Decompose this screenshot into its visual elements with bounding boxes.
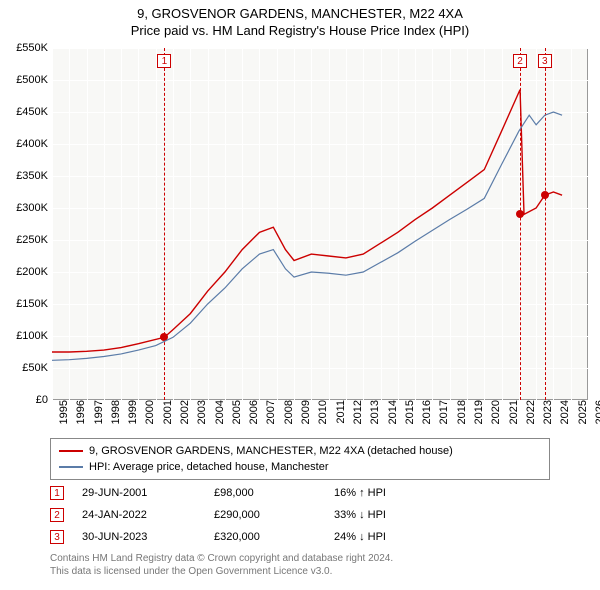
chart-area: £0£50K£100K£150K£200K£250K£300K£350K£400… [52,48,588,400]
x-axis-label: 2004 [212,400,226,424]
x-axis-label: 2019 [471,400,485,424]
legend: 9, GROSVENOR GARDENS, MANCHESTER, M22 4X… [50,438,550,480]
x-axis-label: 2006 [246,400,260,424]
sales-price: £290,000 [214,509,334,521]
x-axis-label: 1997 [91,400,105,424]
x-axis-label: 2002 [177,400,191,424]
sales-date: 24-JAN-2022 [64,509,214,521]
x-axis-label: 2005 [229,400,243,424]
x-axis-label: 2023 [540,400,554,424]
y-axis-label: £350K [16,170,52,182]
sales-date: 29-JUN-2001 [64,487,214,499]
sales-delta: 16% ↑ HPI [334,487,454,499]
y-axis-label: £550K [16,42,52,54]
sales-row: 330-JUN-2023£320,00024% ↓ HPI [50,526,454,548]
sales-price: £320,000 [214,531,334,543]
chart-lines [52,48,588,400]
x-axis-label: 2014 [385,400,399,424]
y-axis-label: £150K [16,298,52,310]
y-axis-label: £250K [16,234,52,246]
sales-delta: 33% ↓ HPI [334,509,454,521]
x-axis-label: 2025 [575,400,589,424]
x-axis-label: 2001 [160,400,174,424]
footer-line1: Contains HM Land Registry data © Crown c… [50,552,393,565]
sales-row: 224-JAN-2022£290,00033% ↓ HPI [50,504,454,526]
legend-label: 9, GROSVENOR GARDENS, MANCHESTER, M22 4X… [89,445,453,457]
sales-marker-icon: 1 [50,486,64,500]
footer-line2: This data is licensed under the Open Gov… [50,565,393,578]
x-axis-label: 1999 [125,400,139,424]
y-axis-label: £50K [22,362,52,374]
y-axis-label: £0 [36,394,52,406]
y-axis-label: £450K [16,106,52,118]
x-axis-label: 2021 [506,400,520,424]
x-axis-label: 2024 [557,400,571,424]
gridline-v [588,48,589,400]
title-block: 9, GROSVENOR GARDENS, MANCHESTER, M22 4X… [0,0,600,38]
x-axis-label: 2017 [436,400,450,424]
series-property [52,90,562,352]
x-axis-label: 2020 [488,400,502,424]
legend-row: 9, GROSVENOR GARDENS, MANCHESTER, M22 4X… [59,443,541,459]
footer-attribution: Contains HM Land Registry data © Crown c… [50,552,393,578]
x-axis-label: 2007 [263,400,277,424]
sales-price: £98,000 [214,487,334,499]
x-axis-label: 2011 [333,400,347,424]
y-axis-label: £300K [16,202,52,214]
sales-marker-icon: 3 [50,530,64,544]
x-axis-label: 2015 [402,400,416,424]
x-axis-label: 2000 [142,400,156,424]
x-axis-label: 2013 [367,400,381,424]
sales-date: 30-JUN-2023 [64,531,214,543]
x-axis-label: 2018 [454,400,468,424]
legend-swatch [59,466,83,468]
sales-delta: 24% ↓ HPI [334,531,454,543]
x-axis-label: 1996 [73,400,87,424]
legend-row: HPI: Average price, detached house, Manc… [59,459,541,475]
legend-swatch [59,450,83,452]
chart-container: 9, GROSVENOR GARDENS, MANCHESTER, M22 4X… [0,0,600,590]
x-axis-label: 2003 [194,400,208,424]
series-hpi [52,112,562,360]
sales-table: 129-JUN-2001£98,00016% ↑ HPI224-JAN-2022… [50,482,454,548]
title-address: 9, GROSVENOR GARDENS, MANCHESTER, M22 4X… [0,6,600,21]
x-axis-label: 2010 [315,400,329,424]
x-axis-label: 1995 [56,400,70,424]
sales-row: 129-JUN-2001£98,00016% ↑ HPI [50,482,454,504]
y-axis-label: £200K [16,266,52,278]
y-axis-label: £100K [16,330,52,342]
y-axis-label: £400K [16,138,52,150]
legend-label: HPI: Average price, detached house, Manc… [89,461,329,473]
x-axis-label: 2008 [281,400,295,424]
x-axis-label: 2026 [592,400,600,424]
x-axis-label: 1998 [108,400,122,424]
sales-marker-icon: 2 [50,508,64,522]
x-axis-label: 2009 [298,400,312,424]
title-subtitle: Price paid vs. HM Land Registry's House … [0,23,600,38]
x-axis-label: 2022 [523,400,537,424]
y-axis-label: £500K [16,74,52,86]
x-axis-label: 2016 [419,400,433,424]
x-axis-label: 2012 [350,400,364,424]
